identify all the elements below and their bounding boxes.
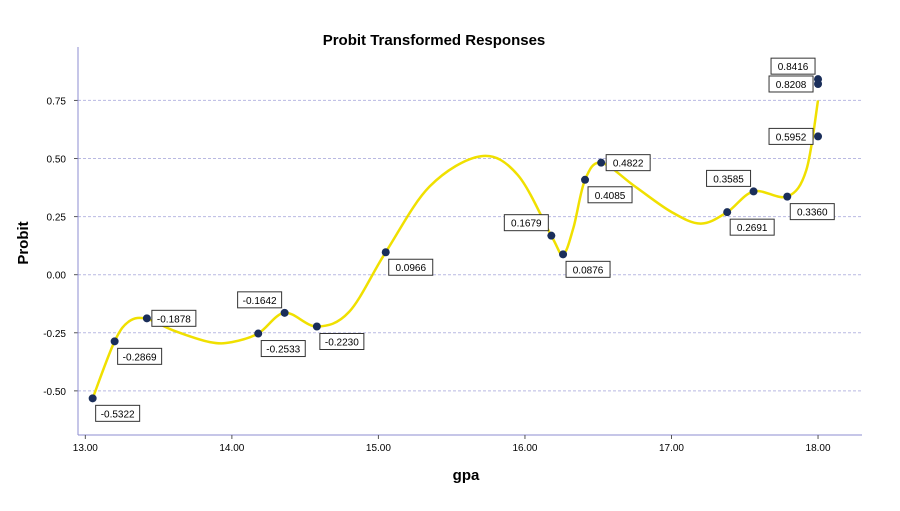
y-tick-label: 0.75 xyxy=(47,96,67,107)
data-point xyxy=(142,314,151,323)
data-point xyxy=(749,187,758,196)
data-label-box xyxy=(95,404,141,422)
data-point xyxy=(381,248,390,257)
data-point xyxy=(312,322,321,331)
data-label: -0.2869 xyxy=(123,352,157,363)
data-label-box xyxy=(260,340,306,358)
fit-curve xyxy=(91,100,820,399)
data-point xyxy=(547,231,556,240)
x-tick-label: 14.00 xyxy=(219,443,244,454)
x-tick-label: 18.00 xyxy=(806,443,831,454)
data-point xyxy=(254,329,263,338)
data-point xyxy=(88,394,97,403)
gridlines xyxy=(78,99,862,392)
data-label: -0.2533 xyxy=(266,345,300,356)
data-labels: -0.5322 -0.2869 -0.1878 -0.2533 -0.1642 -0.22… xyxy=(95,57,835,422)
x-tick-label: 16.00 xyxy=(512,443,537,454)
data-label-box xyxy=(729,218,775,236)
data-label-box xyxy=(151,309,197,327)
data-point xyxy=(559,250,568,259)
axes: -0.50 -0.25 0.00 0.25 0.50 0.75 13.00 14.00 15.0… xyxy=(43,47,862,454)
data-label-box xyxy=(503,214,549,232)
data-points xyxy=(88,75,823,403)
data-label-box xyxy=(319,332,365,350)
data-label-box xyxy=(605,154,651,172)
y-tick-label: 0.00 xyxy=(47,271,67,282)
data-label: -0.1642 xyxy=(243,296,277,307)
data-point xyxy=(783,192,792,201)
data-point xyxy=(814,75,823,84)
x-axis-label: gpa xyxy=(453,467,480,484)
data-label: 0.5952 xyxy=(776,132,807,143)
data-label: 0.1679 xyxy=(511,219,542,230)
data-label: 0.0876 xyxy=(573,265,604,276)
data-point xyxy=(110,337,119,346)
x-tick-label: 17.00 xyxy=(659,443,684,454)
data-label-box xyxy=(237,291,283,309)
data-label-box xyxy=(770,57,816,75)
data-point xyxy=(814,132,823,141)
fit-curve-layer xyxy=(91,100,820,399)
y-tick-label: 0.50 xyxy=(47,155,67,166)
data-point xyxy=(280,308,289,317)
data-point xyxy=(723,208,732,217)
y-tick-label: 0.25 xyxy=(47,213,67,224)
data-label: 0.2691 xyxy=(737,223,768,234)
data-label: -0.1878 xyxy=(157,314,191,325)
data-label-box xyxy=(587,186,633,204)
y-tick-label: -0.50 xyxy=(43,387,66,398)
data-label-box xyxy=(768,127,814,145)
data-label-box xyxy=(388,258,434,276)
data-label: 0.4085 xyxy=(595,191,626,202)
data-label: -0.5322 xyxy=(101,409,135,420)
data-point xyxy=(597,158,606,167)
data-label: 0.4822 xyxy=(613,159,644,170)
data-label: 0.3585 xyxy=(713,174,744,185)
data-label: 0.0966 xyxy=(395,263,426,274)
data-label: 0.3360 xyxy=(797,208,828,219)
x-tick-label: 15.00 xyxy=(366,443,391,454)
chart-title: Probit Transformed Responses xyxy=(323,32,546,49)
y-axis-label: Probit xyxy=(15,221,32,264)
data-label-box xyxy=(789,203,835,221)
data-label: 0.8416 xyxy=(778,62,809,73)
data-label-box xyxy=(117,347,163,365)
data-label: -0.2230 xyxy=(325,337,359,348)
y-tick-label: -0.25 xyxy=(43,329,66,340)
data-point xyxy=(581,175,590,184)
data-label-box xyxy=(768,75,814,93)
data-label: 0.8208 xyxy=(776,80,807,91)
x-tick-label: 13.00 xyxy=(73,443,98,454)
data-label-box xyxy=(565,260,611,278)
data-label-box xyxy=(706,169,752,187)
